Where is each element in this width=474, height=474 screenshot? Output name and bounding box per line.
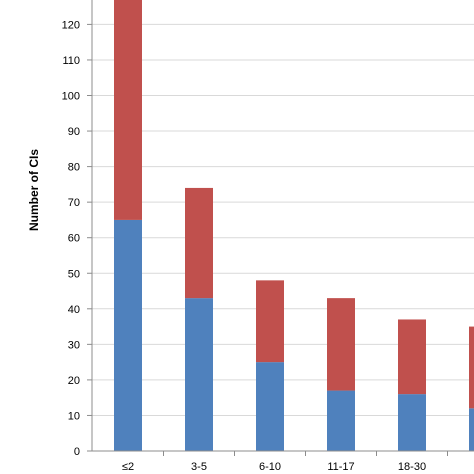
axes (87, 0, 474, 456)
y-tick-label: 30 (68, 339, 80, 351)
x-tick-label: 11-17 (327, 461, 354, 473)
bar-segment-series-1 (469, 408, 474, 451)
y-tick-label: 50 (68, 268, 80, 280)
x-tick-label: 18-30 (398, 461, 426, 473)
y-tick-label: 70 (68, 197, 80, 209)
x-tick-label: 6-10 (259, 461, 281, 473)
y-tick-label: 110 (62, 55, 80, 67)
bars (114, 0, 474, 451)
y-tick-labels: 0 10 20 30 40 50 60 70 80 90 100 110 120 (62, 19, 80, 458)
bar-segment-series-2 (256, 280, 284, 363)
bar-segment-series-1 (256, 362, 284, 451)
y-tick-label: 0 (74, 446, 80, 458)
bar-segment-series-1 (114, 219, 142, 451)
bar-segment-series-2 (327, 298, 355, 391)
y-tick-label: 20 (68, 375, 80, 387)
y-tick-label: 90 (68, 126, 80, 138)
bar-segment-series-2 (114, 0, 142, 220)
y-tick-label: 80 (68, 162, 80, 174)
y-tick-label: 10 (68, 410, 80, 422)
bar-segment-series-1 (185, 298, 213, 451)
bar-segment-series-2 (185, 187, 213, 299)
y-tick-label: 120 (62, 19, 80, 31)
x-tick-label: ≤2 (122, 461, 134, 473)
y-tick-label: 40 (68, 304, 80, 316)
x-tick-label: 3-5 (191, 461, 207, 473)
bar-segment-series-2 (469, 326, 474, 409)
y-axis-label: Number of CIs (27, 149, 41, 231)
bar-segment-series-1 (398, 394, 426, 451)
y-tick-label: 100 (62, 91, 80, 103)
bar-segment-series-1 (327, 390, 355, 451)
y-tick-label: 60 (68, 233, 80, 245)
bar-segment-series-2 (398, 319, 426, 395)
gridlines (92, 23, 474, 416)
